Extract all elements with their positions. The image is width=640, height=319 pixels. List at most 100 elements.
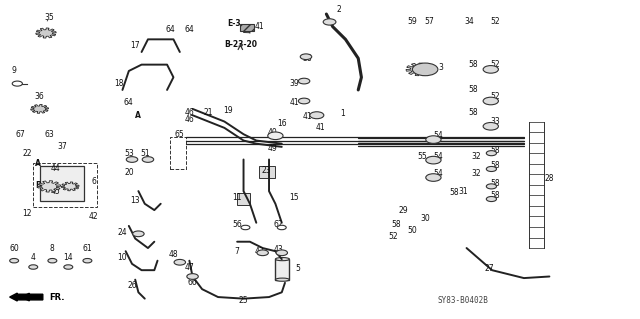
Circle shape — [241, 225, 250, 230]
Text: E-3: E-3 — [227, 19, 241, 28]
Text: 16: 16 — [277, 119, 287, 128]
Text: 20: 20 — [124, 168, 134, 177]
Text: 13: 13 — [131, 196, 140, 205]
Text: 49: 49 — [268, 144, 277, 153]
Text: 28: 28 — [545, 174, 554, 183]
Text: 65: 65 — [175, 130, 185, 139]
Text: 23: 23 — [261, 166, 271, 175]
Circle shape — [486, 184, 497, 189]
Circle shape — [298, 78, 310, 84]
Text: 41: 41 — [303, 112, 312, 121]
Text: 46: 46 — [184, 108, 195, 116]
Circle shape — [126, 157, 138, 162]
Polygon shape — [36, 28, 56, 38]
Text: 64: 64 — [124, 98, 134, 107]
Bar — [170, 137, 186, 169]
Text: 58: 58 — [468, 108, 477, 116]
Circle shape — [426, 136, 441, 143]
Circle shape — [298, 98, 310, 104]
Text: 44: 44 — [51, 165, 60, 174]
Text: 3: 3 — [438, 63, 444, 72]
Text: 29: 29 — [398, 206, 408, 215]
FancyArrow shape — [10, 293, 43, 301]
Polygon shape — [31, 105, 49, 113]
Text: 52: 52 — [490, 92, 500, 101]
Text: 34: 34 — [465, 18, 475, 26]
Text: 38: 38 — [303, 54, 312, 63]
Text: 6: 6 — [92, 177, 96, 186]
Text: 42: 42 — [89, 212, 99, 221]
Text: 10: 10 — [118, 253, 127, 262]
Text: 33: 33 — [490, 117, 500, 126]
Text: 30: 30 — [420, 213, 430, 222]
Text: 47: 47 — [184, 263, 195, 271]
Text: 32: 32 — [471, 152, 481, 161]
Text: 7: 7 — [235, 247, 239, 256]
Text: 11: 11 — [232, 193, 242, 202]
Text: 8: 8 — [50, 243, 55, 253]
Circle shape — [48, 258, 57, 263]
Text: 48: 48 — [168, 250, 179, 259]
Circle shape — [64, 265, 73, 269]
Text: 43: 43 — [274, 245, 284, 254]
Bar — [237, 193, 250, 205]
Text: 58: 58 — [449, 188, 459, 197]
Circle shape — [486, 151, 497, 156]
Text: 51: 51 — [140, 149, 150, 158]
Text: 57: 57 — [425, 18, 435, 26]
Bar — [33, 163, 97, 207]
Text: 61: 61 — [83, 243, 92, 253]
Text: 37: 37 — [57, 142, 67, 151]
Text: 32: 32 — [471, 169, 481, 178]
Bar — [275, 259, 289, 280]
Circle shape — [412, 63, 438, 76]
Text: A: A — [135, 111, 141, 120]
Text: 5: 5 — [295, 264, 300, 273]
Circle shape — [426, 156, 441, 164]
Text: 54: 54 — [433, 169, 443, 178]
Circle shape — [483, 66, 499, 73]
Circle shape — [174, 259, 186, 265]
Text: 15: 15 — [290, 193, 300, 202]
Circle shape — [426, 174, 441, 181]
Text: 67: 67 — [15, 130, 26, 139]
Text: 35: 35 — [44, 13, 54, 22]
Text: B: B — [35, 181, 41, 190]
Circle shape — [187, 274, 198, 279]
Text: 17: 17 — [131, 41, 140, 50]
Text: 19: 19 — [223, 106, 232, 115]
Circle shape — [483, 97, 499, 105]
Text: 58: 58 — [468, 60, 477, 69]
Circle shape — [300, 54, 312, 60]
Text: 59: 59 — [408, 18, 417, 26]
Text: 56: 56 — [232, 220, 242, 229]
Text: 21: 21 — [204, 108, 213, 116]
Circle shape — [132, 231, 144, 237]
Text: 31: 31 — [459, 187, 468, 196]
Text: 54: 54 — [433, 152, 443, 161]
Text: 63: 63 — [44, 130, 54, 139]
Text: 1: 1 — [340, 109, 345, 118]
Text: 52: 52 — [490, 60, 500, 69]
Text: 53: 53 — [124, 149, 134, 158]
Circle shape — [276, 250, 287, 256]
Circle shape — [483, 122, 499, 130]
Text: FR.: FR. — [49, 293, 65, 302]
Text: 43: 43 — [255, 247, 264, 256]
Text: 4: 4 — [31, 253, 36, 262]
Polygon shape — [406, 63, 431, 76]
Text: 36: 36 — [35, 92, 45, 101]
Text: 9: 9 — [12, 66, 17, 76]
Ellipse shape — [275, 257, 289, 261]
Text: 45: 45 — [51, 187, 60, 196]
Text: 64: 64 — [165, 25, 175, 34]
Text: 64: 64 — [184, 25, 195, 34]
Text: 66: 66 — [188, 278, 197, 287]
Circle shape — [310, 112, 324, 119]
Circle shape — [10, 258, 19, 263]
Text: 26: 26 — [127, 281, 137, 291]
Bar — [241, 25, 254, 32]
Text: SY83-B0402B: SY83-B0402B — [438, 296, 489, 305]
Text: 41: 41 — [255, 22, 264, 31]
Text: 12: 12 — [22, 209, 31, 218]
